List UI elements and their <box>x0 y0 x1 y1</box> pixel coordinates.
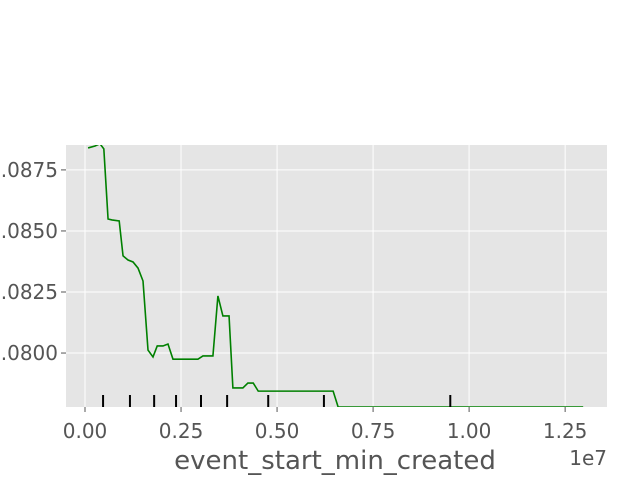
x-tick-label: 0.00 <box>63 419 108 443</box>
x-offset-label: 1e7 <box>569 446 607 470</box>
x-tick-label: 0.25 <box>159 419 204 443</box>
plot-area <box>66 145 607 407</box>
y-tick-label: 0.0800 <box>0 341 58 365</box>
x-axis-label: event_start_min_created <box>174 446 496 476</box>
y-tick-label: 0.0850 <box>0 219 58 243</box>
x-tick-label: 0.75 <box>351 419 396 443</box>
line <box>87 145 584 407</box>
x-tick-label: 1.25 <box>543 419 588 443</box>
x-tick-label: 1.00 <box>447 419 492 443</box>
y-tick-label: 0.0875 <box>0 158 58 182</box>
x-tick-label: 0.50 <box>255 419 300 443</box>
y-tick-label: 0.0825 <box>0 280 58 304</box>
